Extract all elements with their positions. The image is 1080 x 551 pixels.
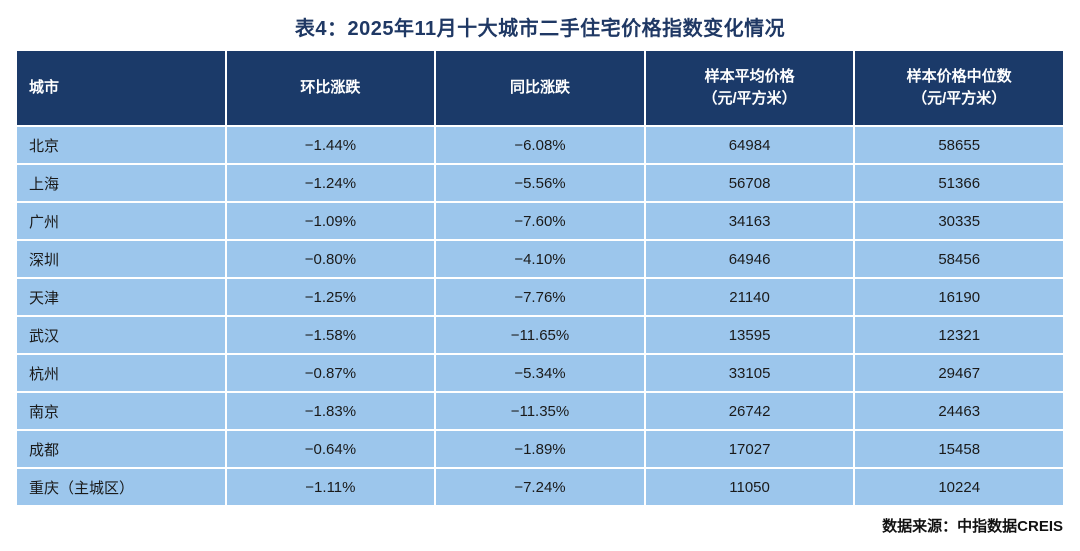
city-cell: 北京 xyxy=(15,125,227,165)
value-cell: −7.76% xyxy=(434,277,646,317)
col-header-label: 样本价格中位数 xyxy=(906,67,1012,85)
value-cell: −0.80% xyxy=(224,239,437,279)
col-header-label: 样本平均价格 xyxy=(704,67,795,85)
table-row: 杭州 −0.87% −5.34% 33105 29467 xyxy=(15,353,1065,393)
city-cell: 南京 xyxy=(15,391,227,431)
table-header: 城市 环比涨跌 同比涨跌 样本平均价格 （元/平方米） 样本价格中位数 （元/平… xyxy=(15,49,1065,127)
city-cell: 广州 xyxy=(15,201,227,241)
value-cell: 56708 xyxy=(643,163,856,203)
city-cell: 重庆（主城区） xyxy=(15,467,227,507)
table-row: 北京 −1.44% −6.08% 64984 58655 xyxy=(15,125,1065,165)
value-cell: 24463 xyxy=(853,391,1065,431)
value-cell: 33105 xyxy=(643,353,856,393)
city-cell: 上海 xyxy=(15,163,227,203)
table-row: 深圳 −0.80% −4.10% 64946 58456 xyxy=(15,239,1065,279)
value-cell: 51366 xyxy=(853,163,1065,203)
table-row: 广州 −1.09% −7.60% 34163 30335 xyxy=(15,201,1065,241)
table-title: 表4：2025年11月十大城市二手住宅价格指数变化情况 xyxy=(294,18,786,40)
value-cell: −5.56% xyxy=(434,163,646,203)
value-cell: −0.64% xyxy=(224,429,437,469)
city-cell: 武汉 xyxy=(15,315,227,355)
table-row: 南京 −1.83% −11.35% 26742 24463 xyxy=(15,391,1065,431)
data-source-note: 数据来源：中指数据CREIS xyxy=(882,518,1063,535)
value-cell: 15458 xyxy=(853,429,1065,469)
value-cell: 58456 xyxy=(853,239,1065,279)
value-cell: −7.60% xyxy=(434,201,646,241)
value-cell: 21140 xyxy=(643,277,856,317)
value-cell: −0.87% xyxy=(224,353,437,393)
city-cell: 杭州 xyxy=(15,353,227,393)
table-row: 武汉 −1.58% −11.65% 13595 12321 xyxy=(15,315,1065,355)
value-cell: −1.89% xyxy=(434,429,646,469)
value-cell: 10224 xyxy=(853,467,1065,507)
value-cell: 30335 xyxy=(853,201,1065,241)
table-row: 成都 −0.64% −1.89% 17027 15458 xyxy=(15,429,1065,469)
value-cell: −1.83% xyxy=(224,391,437,431)
value-cell: 11050 xyxy=(643,467,856,507)
city-cell: 深圳 xyxy=(15,239,227,279)
table-row: 上海 −1.24% −5.56% 56708 51366 xyxy=(15,163,1065,203)
value-cell: −11.35% xyxy=(434,391,646,431)
value-cell: 17027 xyxy=(643,429,856,469)
value-cell: 58655 xyxy=(853,125,1065,165)
value-cell: 34163 xyxy=(643,201,856,241)
value-cell: −1.11% xyxy=(224,467,437,507)
value-cell: −1.09% xyxy=(224,201,437,241)
header-row: 城市 环比涨跌 同比涨跌 样本平均价格 （元/平方米） 样本价格中位数 （元/平… xyxy=(15,49,1065,127)
value-cell: −5.34% xyxy=(434,353,646,393)
value-cell: −11.65% xyxy=(434,315,646,355)
city-cell: 成都 xyxy=(15,429,227,469)
value-cell: 29467 xyxy=(853,353,1065,393)
city-cell: 天津 xyxy=(15,277,227,317)
col-header-sublabel: （元/平方米） xyxy=(702,90,797,107)
table-row: 重庆（主城区） −1.11% −7.24% 11050 10224 xyxy=(15,467,1065,507)
value-cell: −6.08% xyxy=(434,125,646,165)
table-row: 天津 −1.25% −7.76% 21140 16190 xyxy=(15,277,1065,317)
table-body: 北京 −1.44% −6.08% 64984 58655 上海 −1.24% −5.56% 56… xyxy=(15,125,1065,507)
price-index-table: 城市 环比涨跌 同比涨跌 样本平均价格 （元/平方米） 样本价格中位数 （元/平… xyxy=(15,49,1065,507)
value-cell: −4.10% xyxy=(434,239,646,279)
col-header-yoy-change: 同比涨跌 xyxy=(434,49,646,127)
col-header-sublabel: （元/平方米） xyxy=(912,90,1007,107)
col-header-label: 城市 xyxy=(29,78,60,96)
value-cell: 12321 xyxy=(853,315,1065,355)
value-cell: −1.25% xyxy=(224,277,437,317)
value-cell: 13595 xyxy=(643,315,856,355)
value-cell: 64984 xyxy=(643,125,856,165)
value-cell: 26742 xyxy=(643,391,856,431)
col-header-city: 城市 xyxy=(15,49,227,127)
col-header-mom-change: 环比涨跌 xyxy=(224,49,437,127)
value-cell: −1.58% xyxy=(224,315,437,355)
value-cell: 64946 xyxy=(643,239,856,279)
col-header-label: 同比涨跌 xyxy=(509,78,570,96)
col-header-label: 环比涨跌 xyxy=(300,78,361,96)
value-cell: −1.24% xyxy=(224,163,437,203)
value-cell: −1.44% xyxy=(224,125,437,165)
value-cell: −7.24% xyxy=(434,467,646,507)
col-header-median-price: 样本价格中位数 （元/平方米） xyxy=(853,49,1065,127)
value-cell: 16190 xyxy=(853,277,1065,317)
col-header-avg-price: 样本平均价格 （元/平方米） xyxy=(643,49,856,127)
